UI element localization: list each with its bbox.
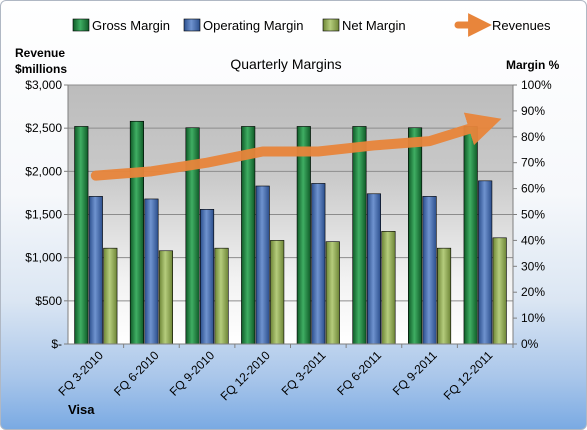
legend-label: Gross Margin [92, 18, 170, 33]
company-label: Visa [68, 402, 95, 417]
legend-swatch [322, 18, 340, 32]
legend-swatch [72, 18, 90, 32]
operating-margin-bar [144, 198, 159, 345]
operating-margin-bar [422, 196, 437, 345]
x-tick-label: FQ 6-2011 [334, 348, 384, 398]
net-margin-bar [381, 231, 396, 345]
gross-margin-bar [74, 126, 89, 345]
legend-label: Operating Margin [203, 18, 303, 33]
right-tick-label: 50% [521, 208, 545, 222]
x-tick-label: FQ 3-2011 [279, 348, 329, 398]
left-axis-title-line2: $millions [15, 62, 67, 76]
x-tick-label: FQ 9-2010 [167, 348, 218, 399]
operating-margin-bar [88, 196, 103, 345]
operating-margin-bar [311, 183, 326, 345]
net-margin-bar [437, 247, 452, 345]
operating-margin-bar [366, 193, 381, 345]
x-tick-label: FQ 9-2011 [390, 348, 440, 398]
right-tick-label: 100% [521, 78, 552, 92]
x-tick-label: FQ 12-2010 [218, 348, 273, 403]
right-tick-label: 80% [521, 130, 545, 144]
gross-margin-bar [463, 126, 478, 345]
right-tick-label: 10% [521, 311, 545, 325]
x-tick-label: FQ 6-2010 [111, 348, 162, 399]
revenue-line-group [90, 112, 502, 181]
left-tick-label: $- [51, 337, 62, 351]
right-tick-label: 20% [521, 285, 545, 299]
left-tick-label: $1,000 [25, 251, 62, 265]
right-tick-label: 0% [521, 337, 539, 351]
right-axis-title: Margin % [506, 58, 560, 72]
left-axis-title-line1: Revenue [15, 46, 65, 60]
net-margin-bar [214, 247, 229, 345]
left-tick-label: $1,500 [25, 208, 62, 222]
gross-margin-bar [408, 127, 423, 345]
gross-margin-bar [129, 120, 144, 345]
left-tick-label: $2,000 [25, 164, 62, 178]
x-tick-label: FQ 12-2011 [441, 348, 496, 403]
revenues-line [90, 112, 502, 181]
left-tick-label: $500 [35, 294, 62, 308]
operating-margin-bar [478, 180, 493, 345]
gross-margin-bar [296, 126, 311, 345]
legend-swatch [183, 18, 201, 32]
net-margin-bar [270, 240, 285, 345]
net-margin-bar [158, 250, 173, 345]
right-tick-label: 40% [521, 233, 545, 247]
left-tick-label: $2,500 [25, 121, 62, 135]
net-margin-bar [492, 237, 507, 345]
right-tick-label: 90% [521, 104, 545, 118]
legend-label: Net Margin [342, 18, 406, 33]
x-tick-label: FQ 3-2010 [55, 348, 106, 399]
gross-margin-bar [352, 126, 367, 345]
right-tick-label: 30% [521, 259, 545, 273]
legend: Gross Margin Operating Margin Net Margin Re… [72, 13, 551, 37]
net-margin-bar [325, 241, 340, 345]
right-tick-label: 70% [521, 156, 545, 170]
operating-margin-bar [255, 185, 270, 345]
left-tick-label: $3,000 [25, 78, 62, 92]
operating-margin-bar [200, 209, 215, 345]
net-margin-bar [103, 247, 118, 345]
legend-label: Revenues [492, 18, 551, 33]
chart-title: Quarterly Margins [230, 56, 341, 72]
right-tick-label: 60% [521, 182, 545, 196]
